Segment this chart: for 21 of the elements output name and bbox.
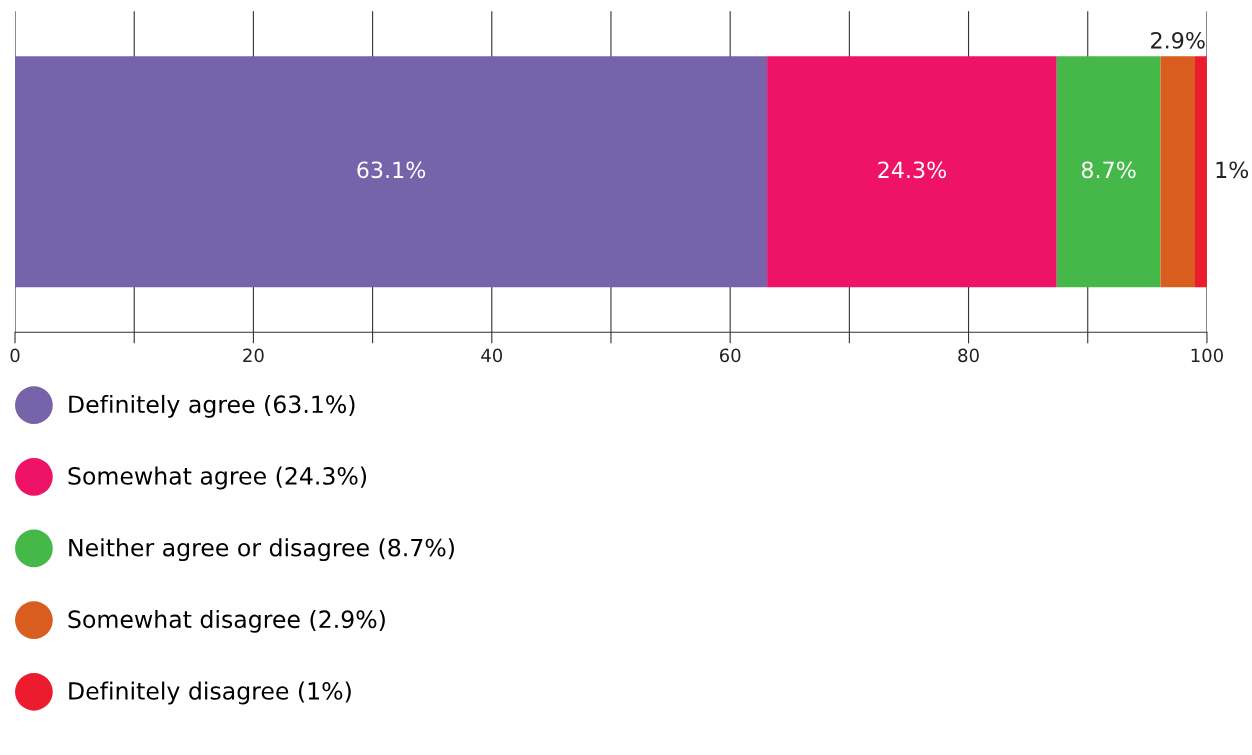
x-tick-label: 40 <box>481 348 503 363</box>
x-tick-label: 100 <box>1191 348 1223 363</box>
bar <box>767 56 1057 288</box>
x-tick-label: 20 <box>243 348 264 363</box>
data-label: 8.7% <box>1081 161 1136 179</box>
x-tick-label: 60 <box>719 348 741 363</box>
bar <box>1160 56 1196 288</box>
legend-label: Neither agree or disagree (8.7%) <box>69 538 454 562</box>
data-label: 63.1% <box>357 161 426 179</box>
data-label: 24.3% <box>878 161 946 179</box>
bar <box>15 56 768 288</box>
legend-label: Somewhat agree (24.3%) <box>68 466 367 490</box>
x-tick-label: 80 <box>958 348 979 363</box>
data-label: 1% <box>1216 161 1249 179</box>
bar <box>1056 56 1161 288</box>
data-label: 2.9% <box>1151 31 1205 49</box>
legend-label: Definitely agree (63.1%) <box>69 394 355 418</box>
legend-label: Somewhat disagree (2.9%) <box>68 609 385 633</box>
bar <box>1195 56 1207 288</box>
x-tick-label: 0 <box>10 348 20 363</box>
legend-label: Definitely disagree (1%) <box>69 681 351 705</box>
